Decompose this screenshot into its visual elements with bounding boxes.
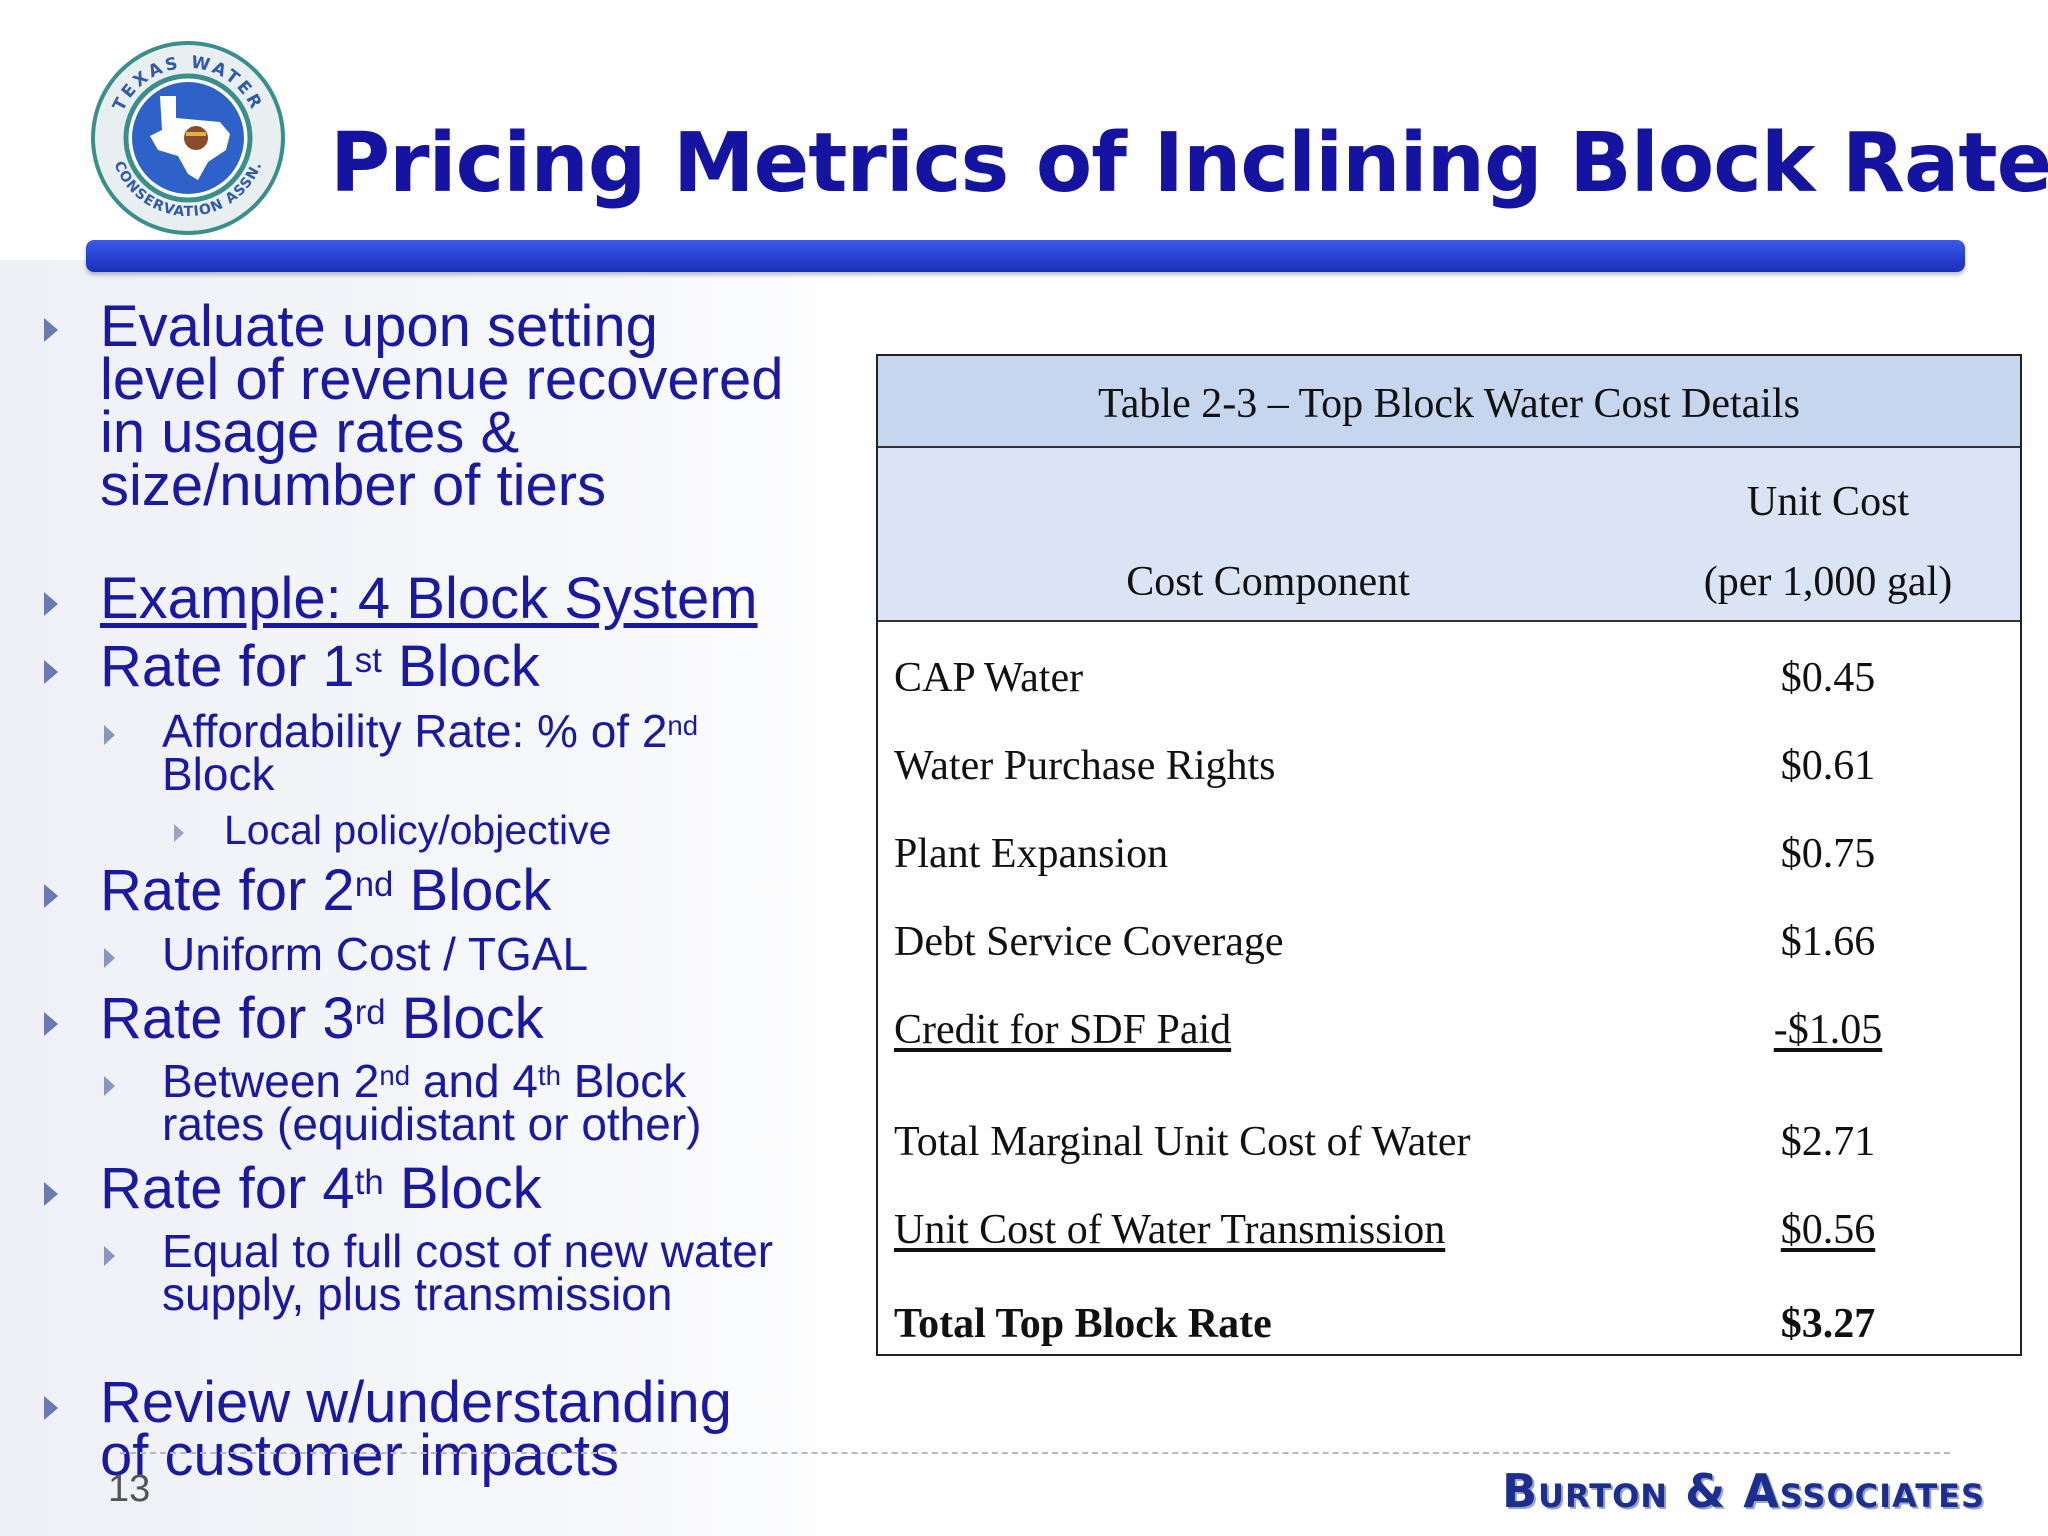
bullet-rate-4th: Rate for 4th Block: [100, 1156, 542, 1221]
bullet-uniform-cost: Uniform Cost / TGAL: [162, 928, 589, 980]
unit-cost-header: Unit Cost: [1746, 479, 1910, 525]
content-background: [0, 260, 880, 1536]
table-row: Debt Service Coverage $1.66: [894, 919, 1876, 965]
page-number: 13: [108, 1468, 151, 1510]
bullet-arrow-icon: [44, 1182, 58, 1206]
bullet-rate-2nd: Rate for 2nd Block: [100, 858, 552, 923]
bullet-local-policy: Local policy/objective: [224, 807, 612, 853]
bullet-evaluate: Evaluate upon setting level of revenue r…: [100, 294, 784, 518]
table-row: Credit for SDF Paid -$1.05: [894, 1007, 1883, 1053]
unit-cost-subheader: (per 1,000 gal): [1703, 559, 1953, 605]
bullet-arrow-icon: [104, 948, 115, 968]
bullet-arrow-icon: [44, 660, 58, 684]
table-row: Total Marginal Unit Cost of Water $2.71: [894, 1119, 1876, 1165]
cost-component-header: Cost Component: [1126, 559, 1410, 605]
bullet-arrow-icon: [44, 318, 58, 342]
bullet-arrow-icon: [44, 592, 58, 616]
bullet-arrow-icon: [104, 1246, 115, 1266]
cost-details-table: Table 2-3 – Top Block Water Cost Details…: [876, 354, 2022, 1356]
bullet-between: Between 2nd and 4th Block rates (equidis…: [162, 1055, 702, 1150]
table-caption: Table 2-3 – Top Block Water Cost Details: [878, 356, 2020, 448]
table-row: Plant Expansion $0.75: [894, 831, 1876, 877]
bullet-affordability: Affordability Rate: % of 2nd Block: [162, 705, 699, 800]
bullet-arrow-icon: [104, 725, 115, 745]
bullet-arrow-icon: [44, 1012, 58, 1036]
bullet-review: Review w/understanding of customer impac…: [100, 1370, 732, 1488]
bullet-rate-3rd: Rate for 3rd Block: [100, 986, 544, 1051]
texas-water-conservation-logo: TEXAS WATER CONSERVATION ASSN.: [91, 41, 285, 235]
slide-title: Pricing Metrics of Inclining Block Rates: [330, 116, 2048, 211]
bullet-example: Example: 4 Block System: [100, 566, 758, 631]
table-row: CAP Water $0.45: [894, 655, 1876, 701]
footer-divider: [120, 1452, 1950, 1454]
title-underline-bar: [86, 240, 1965, 272]
bullet-arrow-icon: [104, 1076, 115, 1096]
bullet-arrow-icon: [174, 824, 184, 842]
table-row: Unit Cost of Water Transmission $0.56: [894, 1207, 1876, 1253]
bullet-arrow-icon: [44, 1396, 58, 1420]
table-row: Water Purchase Rights $0.61: [894, 743, 1876, 789]
table-header: Unit Cost Cost Component (per 1,000 gal): [878, 448, 2020, 622]
table-row-total: Total Top Block Rate $3.27: [894, 1301, 1876, 1347]
bullet-arrow-icon: [44, 884, 58, 908]
bullet-rate-1st: Rate for 1st Block: [100, 634, 540, 699]
brand-logo-text: Burton & Associates: [1502, 1464, 1986, 1518]
bullet-equal-full-cost: Equal to full cost of new water supply, …: [162, 1225, 774, 1320]
